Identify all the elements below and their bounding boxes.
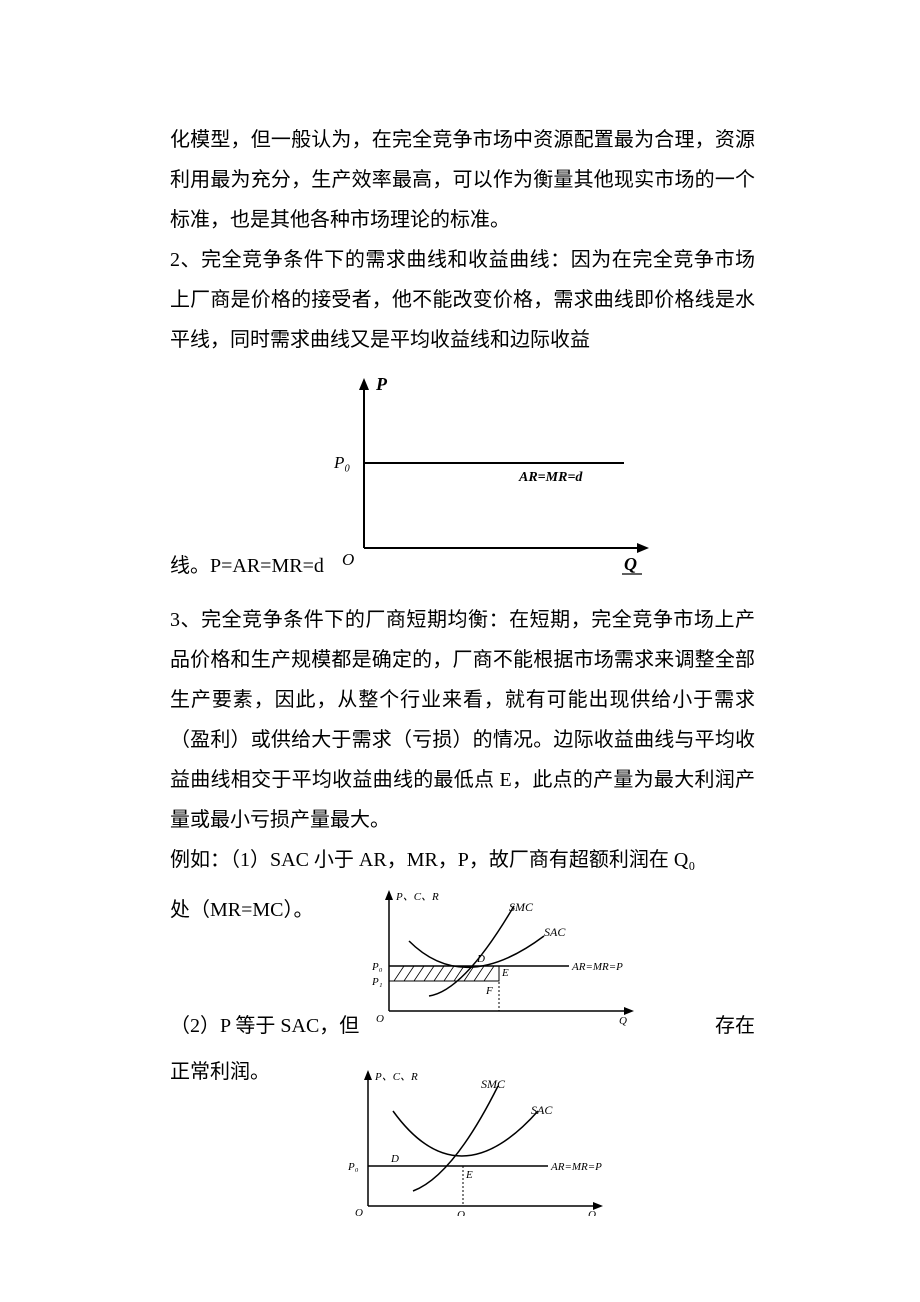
chart2-p0-label: P₀ bbox=[371, 961, 383, 973]
chart2-p1-label: P₁ bbox=[371, 976, 383, 988]
chart3-y-arrow bbox=[364, 1070, 372, 1080]
chart2-smc-curve bbox=[429, 906, 514, 996]
chart2-e-label: E bbox=[501, 967, 509, 979]
chart1-y-arrow bbox=[359, 378, 369, 390]
chart3-q0-label: Q₀ bbox=[457, 1209, 469, 1216]
chart2-hatch bbox=[389, 966, 499, 981]
chart2-d-label: D bbox=[476, 953, 485, 965]
chart1-x-label: Q bbox=[624, 554, 637, 574]
chart2-sac-label: SAC bbox=[544, 925, 566, 939]
paragraph-2: 2、完全竞争条件下的需求曲线和收益曲线：因为在完全竞争市场上厂商是价格的接受者，… bbox=[170, 240, 755, 360]
chart2-origin-label: O bbox=[376, 1013, 384, 1025]
paragraph-6-left: 处（MR=MC）。 bbox=[170, 886, 314, 930]
chart1-svg: P P₀ AR=MR=d O Q bbox=[324, 368, 664, 578]
chart2-x-arrow bbox=[624, 1007, 634, 1015]
chart2-smc-label: SMC bbox=[509, 900, 534, 914]
chart2-box: P、C、R P₀ P₁ SMC SAC AR=MR=P D E F O Q bbox=[344, 886, 644, 1040]
chart1-origin-label: O bbox=[342, 550, 354, 569]
chart1-x-arrow bbox=[637, 543, 649, 553]
chart2-ar-label: AR=MR=P bbox=[571, 961, 623, 973]
chart3-ar-label: AR=MR=P bbox=[550, 1161, 602, 1173]
chart3-x-label: Q bbox=[588, 1209, 596, 1216]
chart1-row: 线。P=AR=MR=d P P₀ AR=MR=d O Q bbox=[170, 368, 755, 592]
chart3-y-label: P、C、R bbox=[374, 1071, 418, 1083]
chart3-e-label: E bbox=[465, 1169, 473, 1181]
chart1-line-label: AR=MR=d bbox=[518, 470, 583, 485]
chart1-prefix-text: 线。P=AR=MR=d bbox=[170, 546, 324, 592]
paragraph-7-right: 存在 bbox=[715, 1006, 755, 1046]
chart3-svg: P、C、R P₀ SMC SAC AR=MR=P D E O Q₀ Q bbox=[313, 1066, 613, 1216]
chart3-smc-label: SMC bbox=[481, 1077, 506, 1091]
chart3-sac-curve bbox=[393, 1111, 538, 1156]
chart3-smc-curve bbox=[413, 1086, 498, 1191]
chart2-y-arrow bbox=[385, 890, 393, 900]
chart3-d-label: D bbox=[390, 1153, 399, 1165]
paragraph-4: 3、完全竞争条件下的厂商短期均衡：在短期，完全竞争市场上产品价格和生产规模都是确… bbox=[170, 600, 755, 840]
page-container: 化模型，但一般认为，在完全竞争市场中资源配置最为合理，资源利用最为充分，生产效率… bbox=[0, 0, 920, 1302]
chart3-p0-label: P₀ bbox=[347, 1161, 359, 1173]
chart2-x-label: Q bbox=[619, 1015, 627, 1026]
chart3-sac-label: SAC bbox=[531, 1103, 553, 1117]
chart1-box: P P₀ AR=MR=d O Q bbox=[324, 368, 664, 592]
chart3-origin-label: O bbox=[355, 1207, 363, 1216]
chart2-svg: P、C、R P₀ P₁ SMC SAC AR=MR=P D E F O Q bbox=[344, 886, 644, 1026]
paragraph-7-left: （2）P 等于 SAC，但 bbox=[170, 1006, 359, 1046]
paragraph-1: 化模型，但一般认为，在完全竞争市场中资源配置最为合理，资源利用最为充分，生产效率… bbox=[170, 120, 755, 240]
paragraph-5: 例如：（1）SAC 小于 AR，MR，P，故厂商有超额利润在 Q₀ bbox=[170, 840, 755, 880]
chart2-y-label: P、C、R bbox=[395, 891, 439, 903]
chart1-p0-label: P₀ bbox=[333, 453, 350, 472]
chart1-y-label: P bbox=[375, 374, 388, 394]
chart2-f-label: F bbox=[485, 985, 493, 997]
